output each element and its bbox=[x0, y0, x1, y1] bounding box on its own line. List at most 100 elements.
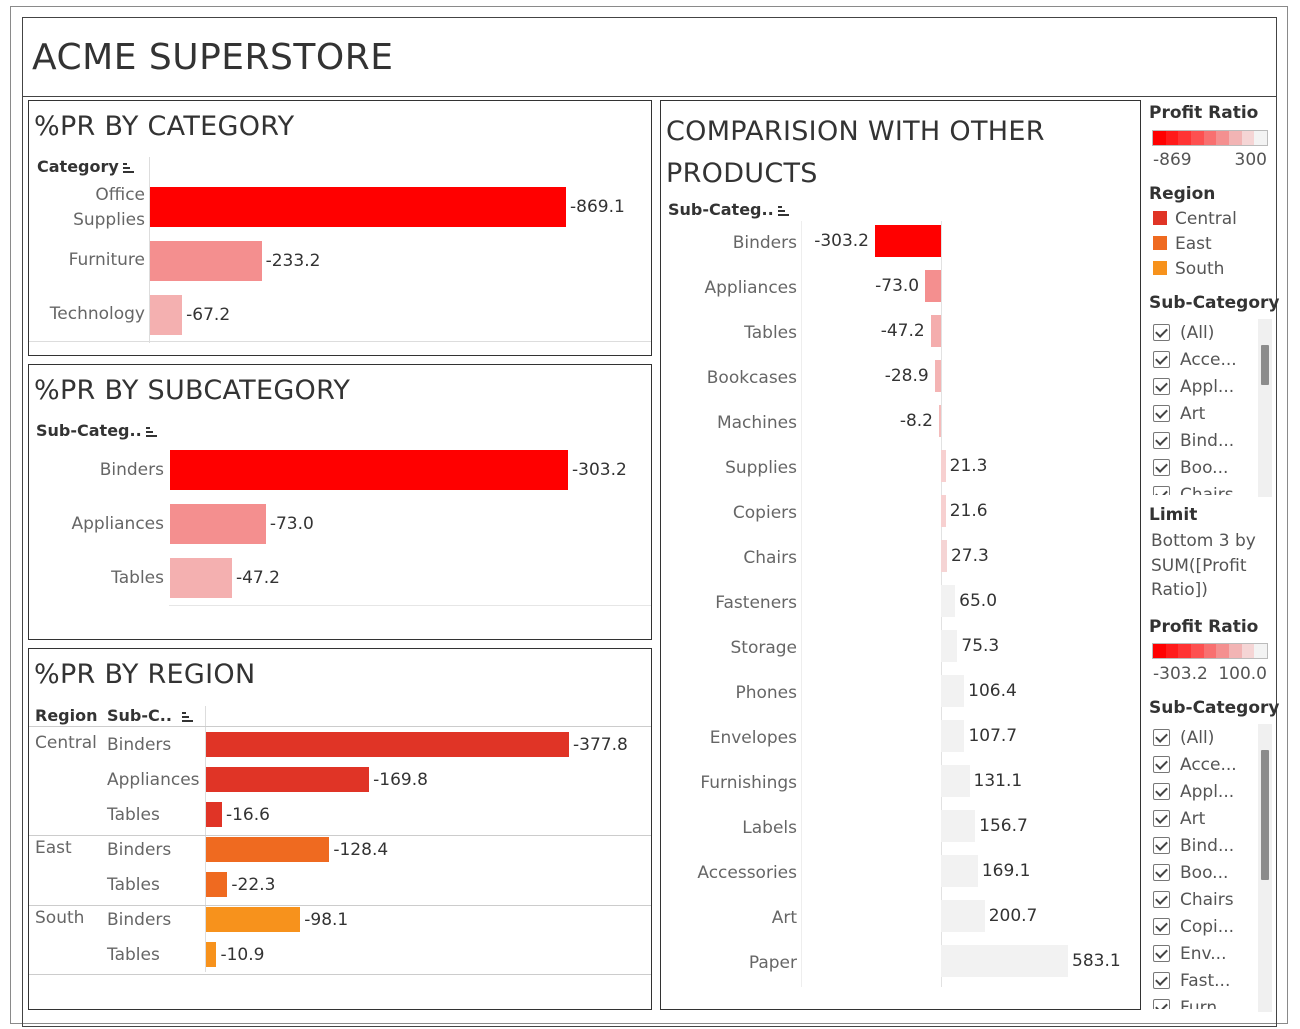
subcategory-filter-2-list[interactable]: (All) Acce... Appl... Art Bind... Boo... Chair… bbox=[1153, 724, 1273, 1009]
filter-option[interactable]: Acce... bbox=[1153, 751, 1273, 778]
comparison-bar[interactable] bbox=[934, 360, 941, 392]
comparison-bar[interactable] bbox=[941, 810, 976, 842]
checkbox-checked-icon[interactable] bbox=[1153, 378, 1170, 395]
filter-option-label: Acce... bbox=[1180, 754, 1237, 775]
filter-option-label: Chairs bbox=[1180, 484, 1234, 496]
comparison-bar[interactable] bbox=[930, 315, 941, 347]
region-panel[interactable]: %PR BY REGION Region Sub-C.. Central Bind… bbox=[28, 648, 652, 1010]
scrollbar[interactable] bbox=[1258, 319, 1272, 497]
checkbox-checked-icon[interactable] bbox=[1153, 432, 1170, 449]
region-bar[interactable] bbox=[206, 872, 228, 897]
category-panel[interactable]: %PR BY CATEGORY Category Office Supplies -… bbox=[28, 100, 652, 356]
row-divider bbox=[169, 605, 651, 606]
checkbox-checked-icon[interactable] bbox=[1153, 891, 1170, 908]
filter-option[interactable]: Bind... bbox=[1153, 427, 1273, 454]
filter-option[interactable]: Art bbox=[1153, 400, 1273, 427]
filter-option[interactable]: Bind... bbox=[1153, 832, 1273, 859]
region-bar[interactable] bbox=[206, 907, 301, 932]
scrollbar-thumb[interactable] bbox=[1261, 345, 1269, 385]
region-bar[interactable] bbox=[206, 767, 370, 792]
region-bar[interactable] bbox=[206, 802, 222, 827]
checkbox-checked-icon[interactable] bbox=[1153, 972, 1170, 989]
comparison-bar[interactable] bbox=[941, 900, 985, 932]
checkbox-checked-icon[interactable] bbox=[1153, 918, 1170, 935]
checkbox-checked-icon[interactable] bbox=[1153, 324, 1170, 341]
region-header[interactable]: Region bbox=[35, 706, 98, 725]
category-header[interactable]: Category bbox=[37, 157, 135, 176]
subcategory-filter-list[interactable]: (All) Acce... Appl... Art Bind... Boo... Chair… bbox=[1153, 319, 1273, 495]
checkbox-checked-icon[interactable] bbox=[1153, 729, 1170, 746]
comparison-bar[interactable] bbox=[941, 675, 965, 707]
checkbox-checked-icon[interactable] bbox=[1153, 810, 1170, 827]
comparison-bar[interactable] bbox=[941, 495, 946, 527]
comparison-bar[interactable] bbox=[941, 945, 1068, 977]
checkbox-checked-icon[interactable] bbox=[1153, 999, 1170, 1009]
filter-option[interactable]: (All) bbox=[1153, 724, 1273, 751]
comparison-panel[interactable]: COMPARISION WITH OTHER PRODUCTS Sub-Cate… bbox=[660, 100, 1141, 1010]
checkbox-checked-icon[interactable] bbox=[1153, 864, 1170, 881]
checkbox-checked-icon[interactable] bbox=[1153, 945, 1170, 962]
sort-icon[interactable] bbox=[122, 163, 135, 173]
checkbox-checked-icon[interactable] bbox=[1153, 405, 1170, 422]
subcategory-header[interactable]: Sub-Categ.. bbox=[36, 421, 158, 440]
color-step bbox=[1216, 131, 1230, 145]
filter-option[interactable]: Env... bbox=[1153, 940, 1273, 967]
filter-option[interactable]: Acce... bbox=[1153, 346, 1273, 373]
sort-icon[interactable] bbox=[181, 712, 194, 722]
comparison-bar[interactable] bbox=[941, 585, 956, 617]
comparison-bar[interactable] bbox=[941, 540, 947, 572]
region-subcategory-header[interactable]: Sub-C.. bbox=[107, 706, 194, 725]
region-label: East bbox=[35, 838, 72, 858]
comparison-bar[interactable] bbox=[925, 270, 941, 302]
region-legend-item[interactable]: South bbox=[1153, 259, 1224, 279]
region-bar[interactable] bbox=[206, 837, 330, 862]
comparison-bar[interactable] bbox=[941, 630, 958, 662]
checkbox-checked-icon[interactable] bbox=[1153, 783, 1170, 800]
category-bar[interactable] bbox=[150, 187, 566, 227]
comparison-bar[interactable] bbox=[941, 765, 970, 797]
comparison-bar[interactable] bbox=[941, 720, 965, 752]
filter-option[interactable]: Appl... bbox=[1153, 778, 1273, 805]
category-bar[interactable] bbox=[150, 295, 183, 335]
comparison-header[interactable]: Sub-Categ.. bbox=[668, 200, 790, 219]
sort-icon[interactable] bbox=[145, 427, 158, 437]
subcategory-panel[interactable]: %PR BY SUBCATEGORY Sub-Categ.. Binders -3… bbox=[28, 364, 652, 640]
comparison-bar[interactable] bbox=[875, 225, 941, 257]
category-bar[interactable] bbox=[150, 241, 262, 281]
region-legend-item[interactable]: Central bbox=[1153, 209, 1237, 229]
region-legend-label: East bbox=[1175, 234, 1212, 254]
scrollbar-thumb[interactable] bbox=[1261, 750, 1269, 880]
region-legend-label: South bbox=[1175, 259, 1225, 279]
subcategory-bar[interactable] bbox=[170, 504, 266, 544]
filter-option[interactable]: Boo... bbox=[1153, 859, 1273, 886]
filter-option[interactable]: (All) bbox=[1153, 319, 1273, 346]
filter-option[interactable]: Chairs bbox=[1153, 886, 1273, 913]
checkbox-checked-icon[interactable] bbox=[1153, 837, 1170, 854]
filter-option[interactable]: Chairs bbox=[1153, 481, 1273, 495]
data-label: 106.4 bbox=[968, 681, 1017, 701]
filter-option[interactable]: Fast... bbox=[1153, 967, 1273, 994]
filter-option[interactable]: Art bbox=[1153, 805, 1273, 832]
filter-option[interactable]: Copi... bbox=[1153, 913, 1273, 940]
region-bar[interactable] bbox=[206, 732, 569, 757]
scrollbar[interactable] bbox=[1258, 724, 1272, 1012]
comparison-row-label: Art bbox=[771, 908, 797, 928]
checkbox-checked-icon[interactable] bbox=[1153, 756, 1170, 773]
filter-option[interactable]: Appl... bbox=[1153, 373, 1273, 400]
checkbox-checked-icon[interactable] bbox=[1153, 459, 1170, 476]
comparison-row-label: Binders bbox=[732, 233, 797, 253]
subcategory-bar[interactable] bbox=[170, 558, 232, 598]
filter-option[interactable]: Furn... bbox=[1153, 994, 1273, 1009]
sort-icon[interactable] bbox=[777, 206, 790, 216]
data-label: 583.1 bbox=[1072, 951, 1121, 971]
comparison-bar[interactable] bbox=[939, 405, 941, 437]
subcategory-bar[interactable] bbox=[170, 450, 568, 490]
checkbox-checked-icon[interactable] bbox=[1153, 486, 1170, 495]
subcategory-row-label: Tables bbox=[111, 568, 164, 588]
comparison-bar[interactable] bbox=[941, 450, 946, 482]
checkbox-checked-icon[interactable] bbox=[1153, 351, 1170, 368]
comparison-bar[interactable] bbox=[941, 855, 978, 887]
filter-option[interactable]: Boo... bbox=[1153, 454, 1273, 481]
region-bar[interactable] bbox=[206, 942, 217, 967]
region-legend-item[interactable]: East bbox=[1153, 234, 1212, 254]
